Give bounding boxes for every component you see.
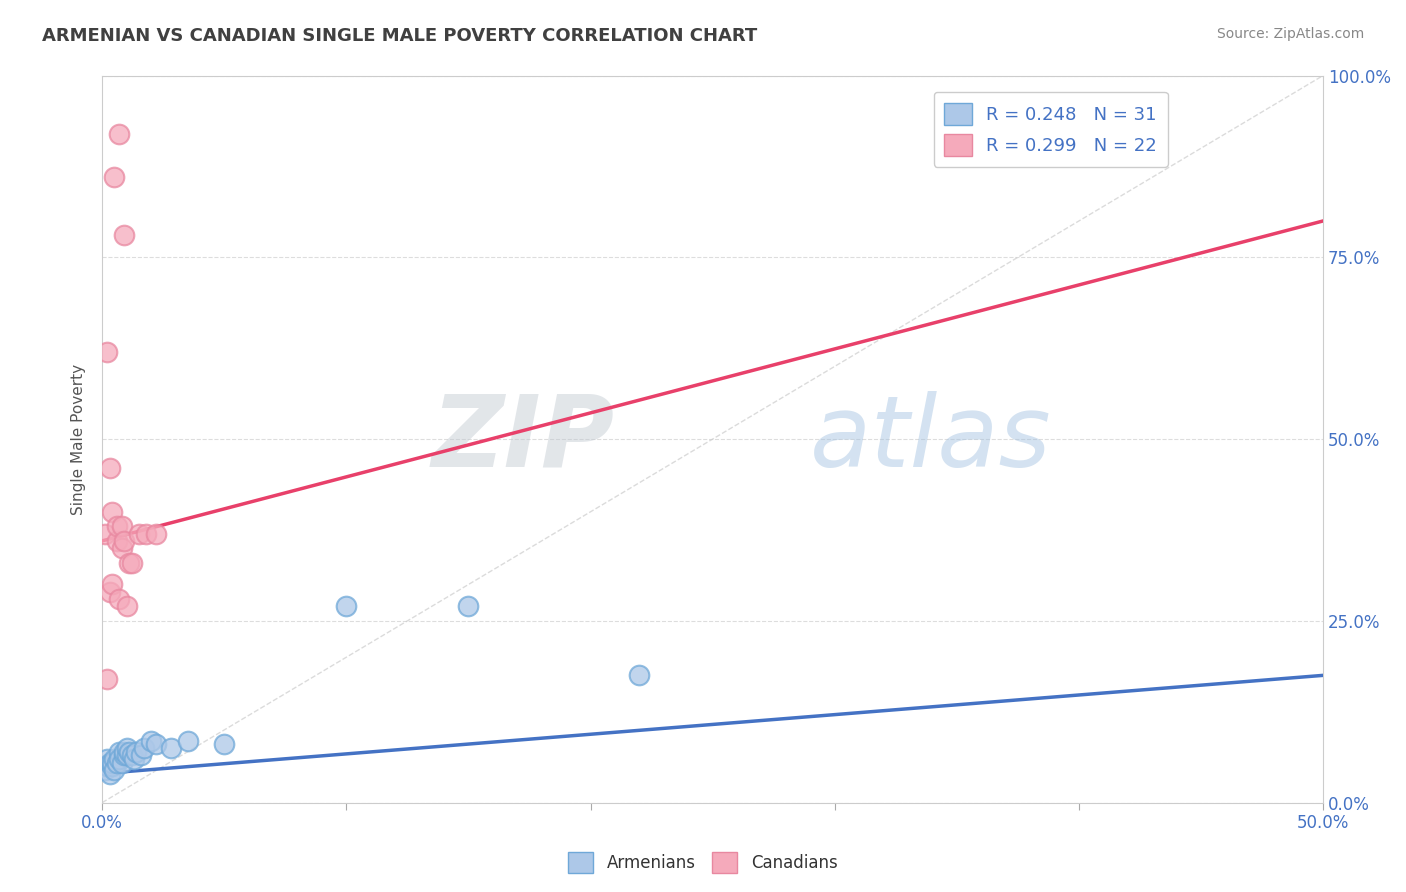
Point (108, 745, 131, 759)
Point (112, 533, 135, 548)
Point (335, 599, 357, 614)
Point (103, 170, 125, 185)
Point (112, 745, 135, 759)
Point (628, 668, 651, 682)
Point (118, 556, 141, 570)
Point (128, 526, 150, 541)
Legend: R = 0.248   N = 31, R = 0.299   N = 22: R = 0.248 N = 31, R = 0.299 N = 22 (934, 92, 1167, 167)
Point (101, 756, 124, 770)
Point (132, 741, 155, 756)
Point (98, 766, 121, 780)
Point (159, 741, 181, 756)
Point (121, 556, 143, 570)
Point (115, 599, 138, 614)
Point (105, 756, 128, 770)
Point (98, 584, 121, 599)
Text: atlas: atlas (810, 391, 1052, 488)
Point (111, 541, 134, 555)
Point (98, 461, 121, 475)
Text: ARMENIAN VS CANADIAN SINGLE MALE POVERTY CORRELATION CHART: ARMENIAN VS CANADIAN SINGLE MALE POVERTY… (42, 27, 758, 45)
Point (93, 526, 115, 541)
Point (108, 127, 131, 141)
Point (214, 738, 236, 752)
Point (101, 505, 124, 519)
Point (122, 752, 145, 766)
Point (93, 763, 115, 777)
Text: ZIP: ZIP (432, 391, 614, 488)
Point (135, 526, 157, 541)
Point (96, 752, 118, 766)
Text: Source: ZipAtlas.com: Source: ZipAtlas.com (1216, 27, 1364, 41)
Point (111, 519, 134, 533)
Point (115, 741, 138, 756)
Point (112, 228, 135, 243)
Point (105, 533, 128, 548)
Point (98, 756, 121, 770)
Point (112, 748, 135, 763)
Point (111, 756, 134, 770)
Point (118, 745, 141, 759)
Y-axis label: Single Male Poverty: Single Male Poverty (72, 364, 86, 515)
Point (108, 592, 131, 607)
Point (103, 752, 125, 766)
Point (103, 763, 125, 777)
Point (121, 748, 143, 763)
Point (145, 738, 167, 752)
Point (101, 759, 124, 773)
Point (145, 526, 167, 541)
Point (96, 759, 118, 773)
Point (115, 748, 138, 763)
Point (96, 672, 118, 686)
Point (129, 748, 152, 763)
Point (101, 577, 124, 591)
Point (96, 344, 118, 359)
Legend: Armenians, Canadians: Armenians, Canadians (562, 846, 844, 880)
Point (105, 519, 128, 533)
Point (176, 733, 198, 747)
Point (125, 745, 148, 759)
Point (139, 733, 162, 747)
Point (457, 599, 479, 614)
Point (108, 752, 131, 766)
